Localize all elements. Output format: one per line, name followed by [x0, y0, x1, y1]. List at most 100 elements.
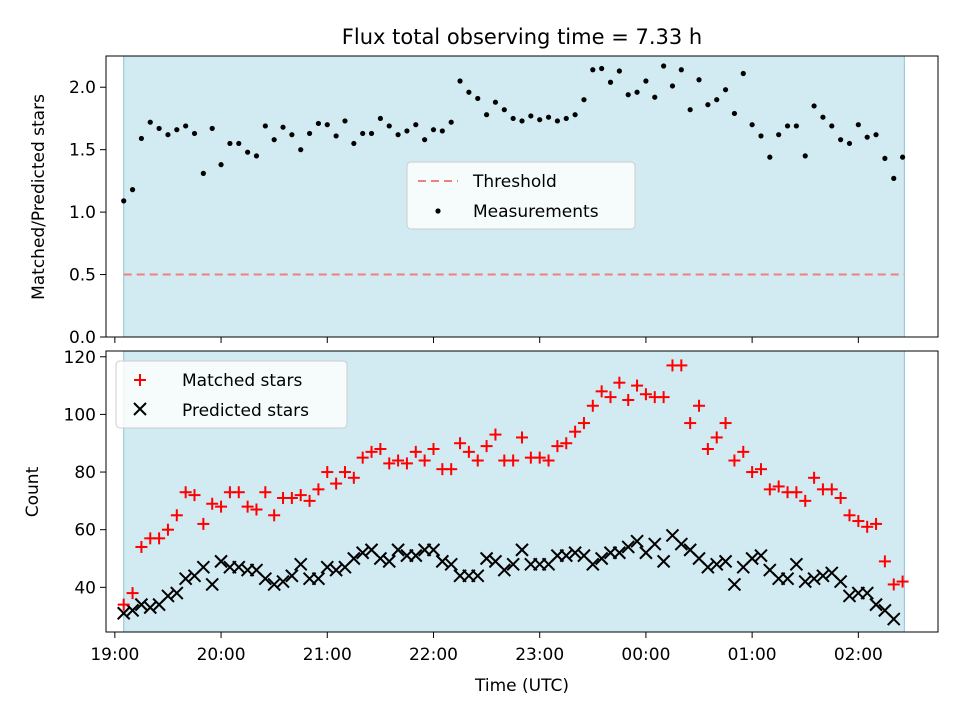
measurement-point	[829, 123, 835, 129]
matched-point	[454, 437, 467, 450]
predicted-point	[656, 554, 671, 569]
x-tick-label: 23:00	[515, 645, 564, 665]
measurement-point	[475, 95, 481, 102]
measurement-point	[351, 140, 357, 147]
measurement-point	[643, 78, 649, 84]
predicted-point	[789, 557, 804, 571]
predicted-point	[586, 557, 600, 571]
matched-point	[657, 391, 670, 404]
predicted-point	[674, 537, 689, 551]
measurement-point	[537, 117, 543, 123]
predicted-point	[648, 537, 662, 551]
matched-point	[135, 540, 148, 553]
measurement-point	[466, 89, 472, 95]
x-tick-label: 20:00	[197, 645, 246, 665]
matched-point	[330, 477, 343, 490]
matched-point	[613, 376, 626, 389]
matched-point	[356, 451, 369, 464]
top-y-tick-label: 1.0	[69, 203, 96, 223]
predicted-point	[267, 577, 281, 592]
matched-point	[808, 471, 821, 484]
bottom-y-tick-label: 100	[64, 405, 96, 425]
matched-point	[268, 509, 281, 522]
predicted-point	[125, 603, 140, 618]
predicted-point	[869, 597, 883, 612]
matched-point	[861, 520, 874, 533]
predicted-point	[205, 577, 219, 592]
top-y-tick-label: 1.5	[69, 141, 96, 161]
matched-point	[542, 454, 555, 467]
measurement-point	[899, 154, 906, 160]
measurement-point	[855, 122, 861, 128]
predicted-point	[116, 606, 131, 620]
threshold-legend-label: Threshold	[472, 172, 557, 192]
measurement-point	[298, 147, 304, 153]
matched-point	[250, 503, 263, 516]
matched-point	[595, 385, 608, 398]
matched-point	[728, 454, 741, 467]
measurement-point	[581, 97, 587, 103]
measurement-point	[669, 83, 676, 89]
x-tick-label: 00:00	[621, 645, 670, 665]
bottom-y-axis-label: Count	[23, 466, 43, 517]
x-tick-label: 21:00	[303, 645, 352, 665]
measurement-point	[448, 119, 454, 125]
matched-point	[790, 486, 803, 499]
predicted-point	[497, 563, 512, 577]
measurement-point	[749, 122, 755, 128]
measurement-point	[758, 133, 764, 139]
matched-point	[843, 509, 856, 522]
matched-point	[710, 431, 723, 444]
measurement-point	[811, 103, 817, 109]
measurement-point	[661, 63, 667, 69]
predicted-point	[258, 571, 273, 586]
top-legend-box	[406, 161, 636, 230]
matched-point	[852, 515, 865, 528]
measurement-point	[882, 155, 888, 162]
bottom-y-tick-label: 60	[74, 521, 96, 541]
matched-point	[772, 480, 785, 493]
matched-point	[577, 417, 590, 430]
measurement-point	[846, 140, 853, 147]
bottom-plot-frame	[105, 350, 939, 633]
matched-point	[471, 454, 484, 467]
measurement-point	[634, 89, 640, 95]
bottom-legend: Matched stars Predicted stars	[115, 360, 348, 429]
measurement-point	[554, 118, 561, 124]
matched-point	[338, 466, 351, 479]
matched-point	[285, 491, 298, 504]
matched-point	[241, 500, 254, 513]
matched-point	[604, 391, 617, 404]
x-tick-label: 22:00	[409, 645, 458, 665]
measurement-point	[404, 128, 410, 134]
predicted-point	[807, 571, 821, 586]
matched-point	[445, 463, 458, 476]
matched-point	[153, 532, 166, 545]
measurement-point	[776, 132, 782, 138]
matched-point	[533, 451, 546, 464]
predicted-point	[409, 548, 423, 563]
measurement-point	[891, 175, 897, 181]
measurement-point	[528, 113, 534, 119]
top-x-axis-ticks	[114, 337, 859, 343]
measurement-point	[864, 134, 870, 140]
measurement-point	[289, 132, 295, 138]
measurement-point	[395, 132, 401, 138]
predicted-point	[382, 554, 396, 569]
measurement-point	[652, 94, 658, 100]
measurement-point	[510, 115, 516, 122]
predicted-point	[780, 571, 795, 586]
matched-point	[896, 575, 909, 588]
predicted-point	[701, 560, 715, 574]
matched-point	[737, 445, 750, 458]
matched-point	[489, 428, 502, 441]
matched-point	[197, 517, 210, 530]
measurement-point	[722, 87, 729, 93]
matched-point	[409, 445, 422, 458]
matched-point	[392, 454, 405, 467]
top-y-axis-label: Matched/Predicted stars	[29, 94, 49, 300]
measurement-point	[430, 127, 437, 133]
predicted-legend-swatch	[133, 402, 147, 416]
measurement-point	[174, 127, 180, 133]
measurement-point	[492, 99, 499, 105]
